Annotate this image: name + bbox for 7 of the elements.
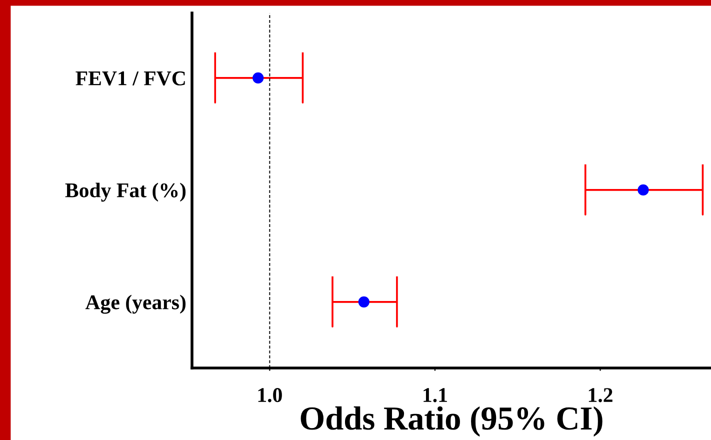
x-tick-label: 1.0 xyxy=(258,388,282,402)
x-tick-label: 1.2 xyxy=(588,388,612,402)
y-tick-label: Body Fat (%) xyxy=(65,182,186,202)
y-tick-label: FEV1 / FVC xyxy=(76,71,185,86)
x-tick-label: 1.1 xyxy=(424,388,447,402)
x-axis-title: Odds Ratio (95% CI) xyxy=(300,406,602,437)
y-tick-label: Age (years) xyxy=(85,294,186,314)
